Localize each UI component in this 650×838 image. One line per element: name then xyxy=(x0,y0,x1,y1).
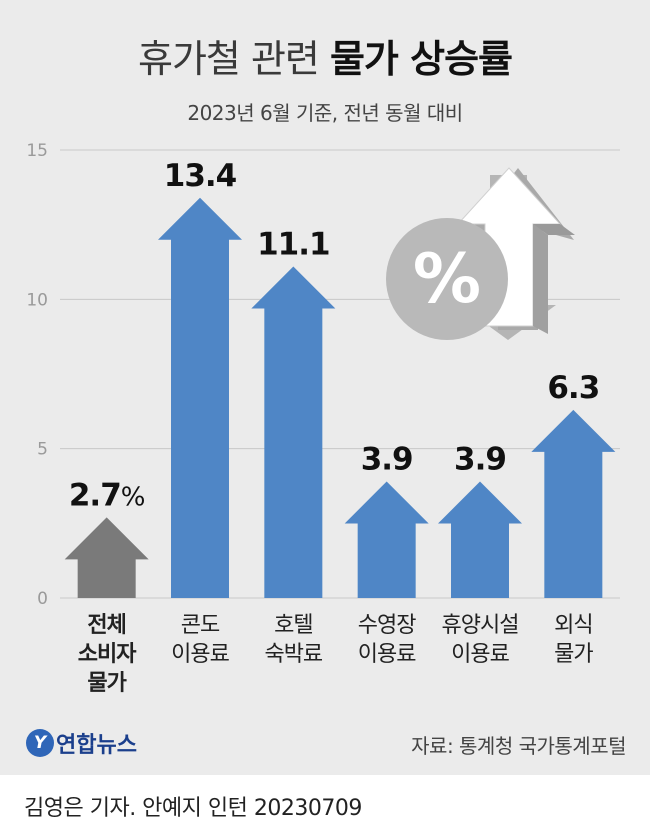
percent-up-arrow-icon: % xyxy=(386,167,575,340)
category-label: 전체 xyxy=(87,613,125,638)
y-tick-label: 15 xyxy=(26,141,48,161)
category-label: 물가 xyxy=(554,642,593,667)
value-label: 11.1 xyxy=(257,226,330,262)
chart-title: 휴가철 관련 물가 상승률 xyxy=(0,28,650,83)
logo-text: 연합뉴스 xyxy=(56,733,137,758)
category-label: 이용료 xyxy=(171,642,229,667)
bars xyxy=(64,197,616,598)
chart-subtitle: 2023년 6월 기준, 전년 동월 대비 xyxy=(187,101,463,125)
category-label: 휴양시설 xyxy=(442,613,519,638)
bar-arrow xyxy=(64,517,149,598)
bar-arrow xyxy=(251,266,336,598)
category-label: 이용료 xyxy=(451,642,509,667)
title-bold: 물가 상승률 xyxy=(329,37,513,81)
bar-arrow xyxy=(158,197,242,598)
source-note: 자료: 통계청 국가통계포털 xyxy=(411,734,626,758)
category-label: 소비자 xyxy=(78,642,137,667)
category-label: 수영장 xyxy=(358,613,416,638)
category-label: 호텔 xyxy=(274,613,312,638)
infographic-card: 휴가철 관련 물가 상승률 2023년 6월 기준, 전년 동월 대비 0 5 10… xyxy=(0,0,650,775)
svg-text:%: % xyxy=(413,240,481,319)
value-label: 3.9 xyxy=(454,442,506,478)
category-label: 이용료 xyxy=(358,642,416,667)
bar-arrow xyxy=(531,409,616,598)
value-label: 3.9 xyxy=(361,442,413,478)
yonhap-logo-icon: Y xyxy=(26,729,54,757)
value-labels: 2.7% 13.4 11.1 3.9 3.9 6.3 xyxy=(69,158,600,514)
y-tick-label: 5 xyxy=(37,440,48,460)
category-label: 외식 xyxy=(554,613,592,638)
bar-arrow xyxy=(344,481,429,598)
y-tick-label: 0 xyxy=(37,589,48,609)
category-label: 콘도 xyxy=(181,613,220,638)
value-label: 13.4 xyxy=(164,158,237,194)
title-light: 휴가철 관련 xyxy=(137,37,320,81)
y-tick-label: 10 xyxy=(26,290,48,310)
category-label: 물가 xyxy=(87,671,126,696)
bar-arrow xyxy=(438,481,522,598)
yonhap-logo: Y 연합뉴스 xyxy=(26,727,137,759)
value-label: 6.3 xyxy=(547,370,599,406)
category-label: 숙박료 xyxy=(264,642,322,667)
value-label: 2.7% xyxy=(69,477,145,513)
credit-line: 김영은 기자. 안예지 인턴 20230709 xyxy=(24,796,362,821)
